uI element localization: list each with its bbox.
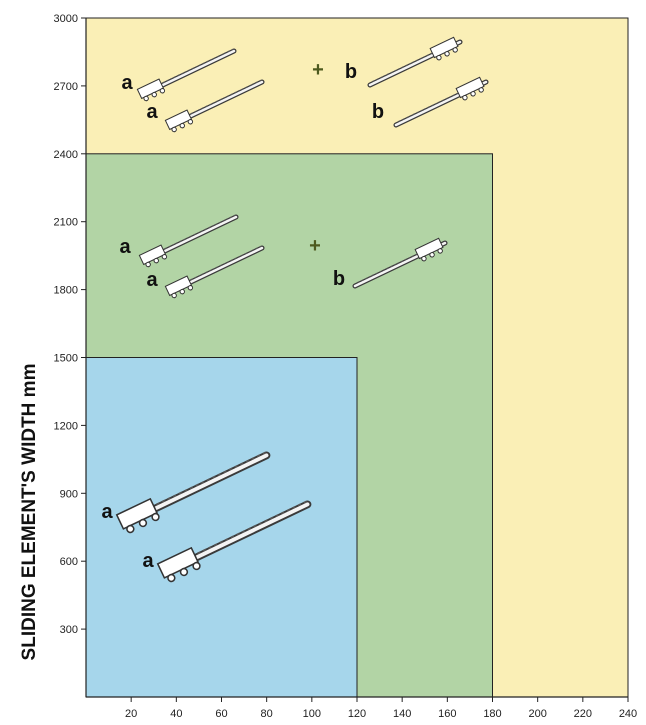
x-tick-label: 20	[125, 708, 137, 720]
y-tick-label: 2400	[54, 149, 78, 161]
slide-label-a: a	[146, 269, 158, 291]
slide-label-b: b	[345, 61, 357, 83]
x-tick-label: 100	[303, 708, 321, 720]
y-axis-label: SLIDING ELEMENT'S WIDTH mm	[19, 364, 40, 661]
y-tick-label: 300	[60, 624, 78, 636]
x-tick-label: 120	[348, 708, 366, 720]
slide-label-a: a	[119, 236, 131, 258]
slide-label-a: a	[121, 72, 133, 94]
plus-sign: +	[309, 235, 321, 257]
x-tick-label: 220	[574, 708, 592, 720]
y-tick-label: 1200	[54, 420, 78, 432]
x-tick-label: 180	[483, 708, 501, 720]
plus-sign: +	[312, 59, 324, 81]
slide-label-a: a	[142, 550, 154, 572]
x-tick-label: 200	[528, 708, 546, 720]
y-tick-label: 2100	[54, 217, 78, 229]
y-tick-label: 2700	[54, 81, 78, 93]
x-tick-label: 40	[170, 708, 182, 720]
x-tick-label: 240	[619, 708, 637, 720]
y-tick-label: 900	[60, 488, 78, 500]
axes-layer: 20 40 60 80 100 120 140 160 180 200 220 240 300 600 90…	[54, 13, 638, 720]
x-tick-label: 160	[438, 708, 456, 720]
y-tick-label: 3000	[54, 13, 78, 25]
slide-label-a: a	[101, 501, 113, 523]
zones-layer	[85, 17, 629, 698]
x-tick-label: 80	[261, 708, 273, 720]
x-tick-label: 140	[393, 708, 411, 720]
y-tick-label: 1500	[54, 353, 78, 365]
x-tick-label: 60	[215, 708, 227, 720]
slide-label-a: a	[146, 101, 158, 123]
slide-label-b: b	[333, 268, 345, 290]
slide-label-b: b	[372, 101, 384, 123]
y-tick-label: 1800	[54, 285, 78, 297]
y-tick-label: 600	[60, 556, 78, 568]
